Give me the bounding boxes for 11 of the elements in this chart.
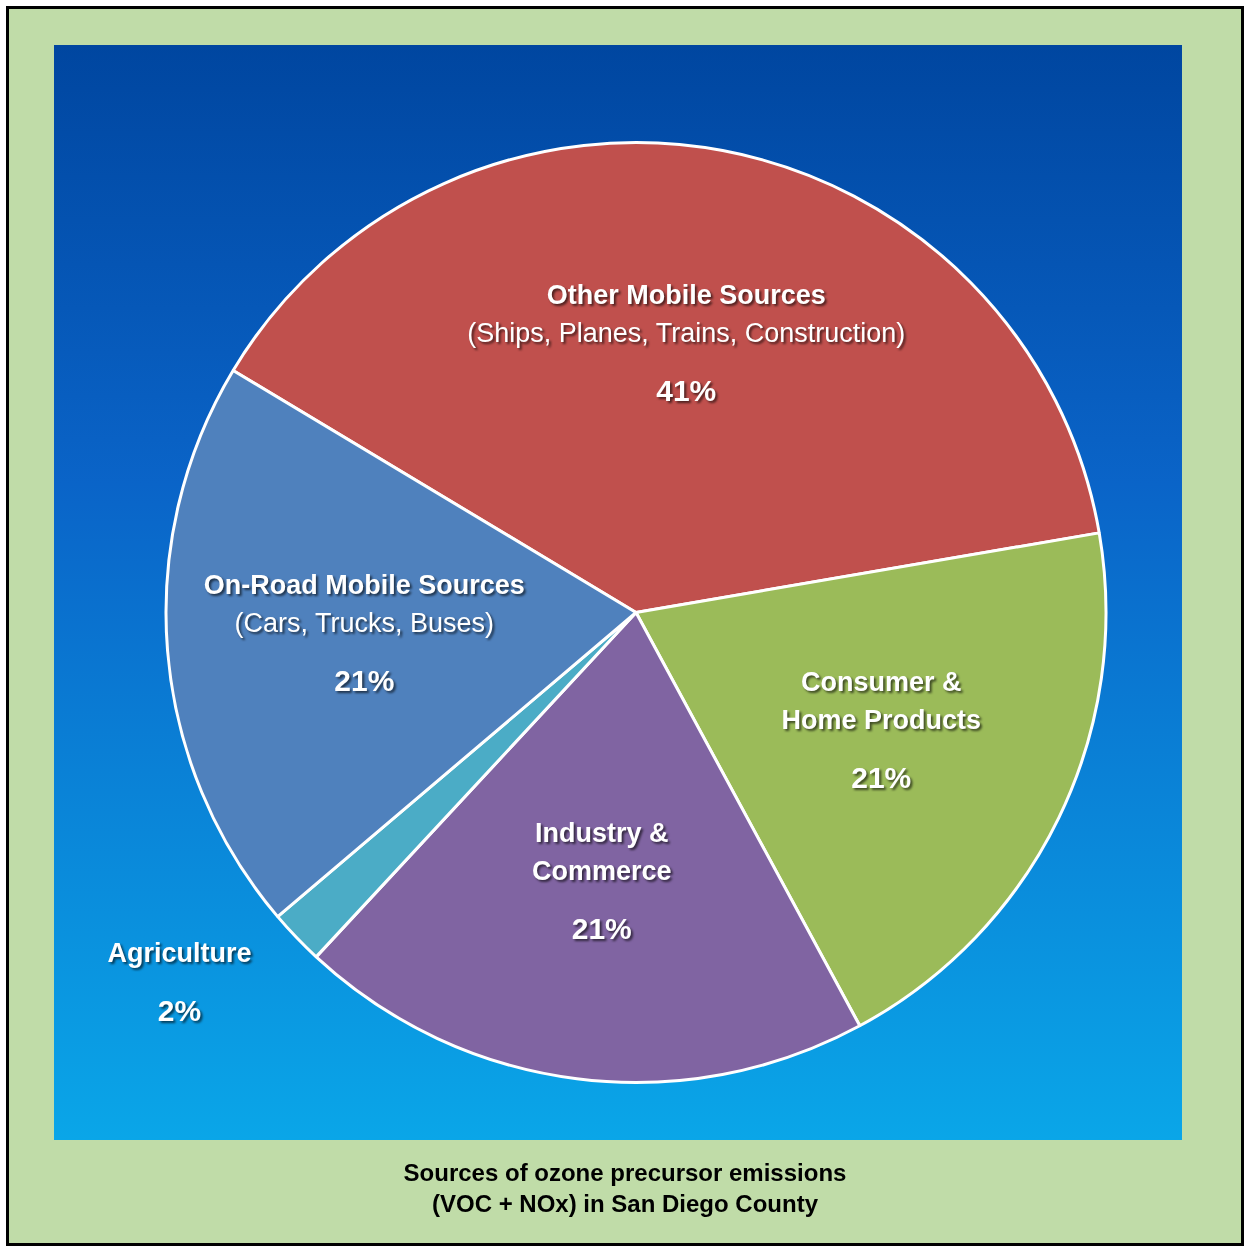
- data-label: 21%: [571, 912, 632, 946]
- data-label: 21%: [851, 760, 912, 794]
- slice-label: On-Road Mobile Sources (Cars, Trucks, Buses): [203, 570, 525, 639]
- slice-label: Consumer & Home Products: [781, 667, 981, 736]
- slice-label: Agriculture: [107, 938, 252, 969]
- data-label: 2%: [157, 994, 202, 1028]
- slice-label: Other Mobile Sources (Ships, Planes, Trains, Construction): [467, 280, 906, 349]
- data-label: 21%: [334, 663, 395, 697]
- data-label: 41%: [656, 373, 717, 407]
- slice-label: Industry & Commerce: [531, 818, 672, 887]
- text: Sources of ozone precursor emissions (VOC + NOx) in San Diego County: [402, 1158, 848, 1219]
